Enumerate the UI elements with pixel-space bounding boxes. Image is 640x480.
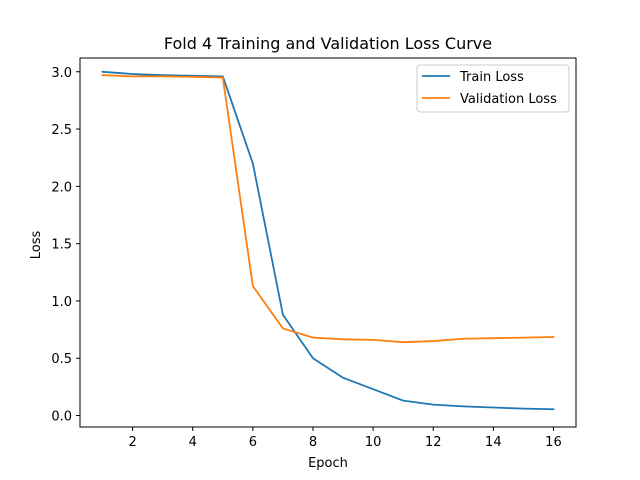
x-tick-label: 14 (485, 435, 502, 450)
legend-box (416, 64, 570, 113)
chart-title: Fold 4 Training and Validation Loss Curv… (164, 34, 492, 53)
x-tick-label: 16 (545, 435, 562, 450)
y-tick-label: 0.5 (51, 352, 72, 367)
x-tick-label: 6 (249, 435, 257, 450)
y-tick-label: 3.0 (51, 66, 72, 81)
plot-frame (79, 57, 577, 428)
y-tick-label: 2.0 (51, 180, 72, 195)
y-tick-label: 2.5 (51, 123, 72, 138)
x-tick-label: 8 (309, 435, 317, 450)
y-tick-label: 1.0 (51, 295, 72, 310)
legend: Train Loss Validation Loss (416, 64, 570, 113)
series-line-train-loss (101, 70, 555, 411)
y-axis-label: Loss (29, 231, 44, 260)
x-tick-label: 4 (189, 435, 197, 450)
y-axis: 0.0 0.5 1.0 1.5 2.0 2.5 3.0 (51, 66, 80, 425)
x-tick-label: 2 (128, 435, 136, 450)
x-tick-label: 10 (365, 435, 382, 450)
y-tick-label: 1.5 (51, 238, 72, 253)
legend-label: Validation Loss (460, 92, 557, 107)
x-tick-label: 12 (425, 435, 442, 450)
y-tick-label: 0.0 (51, 410, 72, 425)
x-axis-label: Epoch (308, 456, 348, 471)
series-line-validation-loss (101, 74, 555, 344)
x-axis: 2 4 6 8 10 12 14 16 (128, 427, 562, 450)
plot-lines (101, 70, 555, 411)
legend-label: Train Loss (459, 70, 524, 85)
